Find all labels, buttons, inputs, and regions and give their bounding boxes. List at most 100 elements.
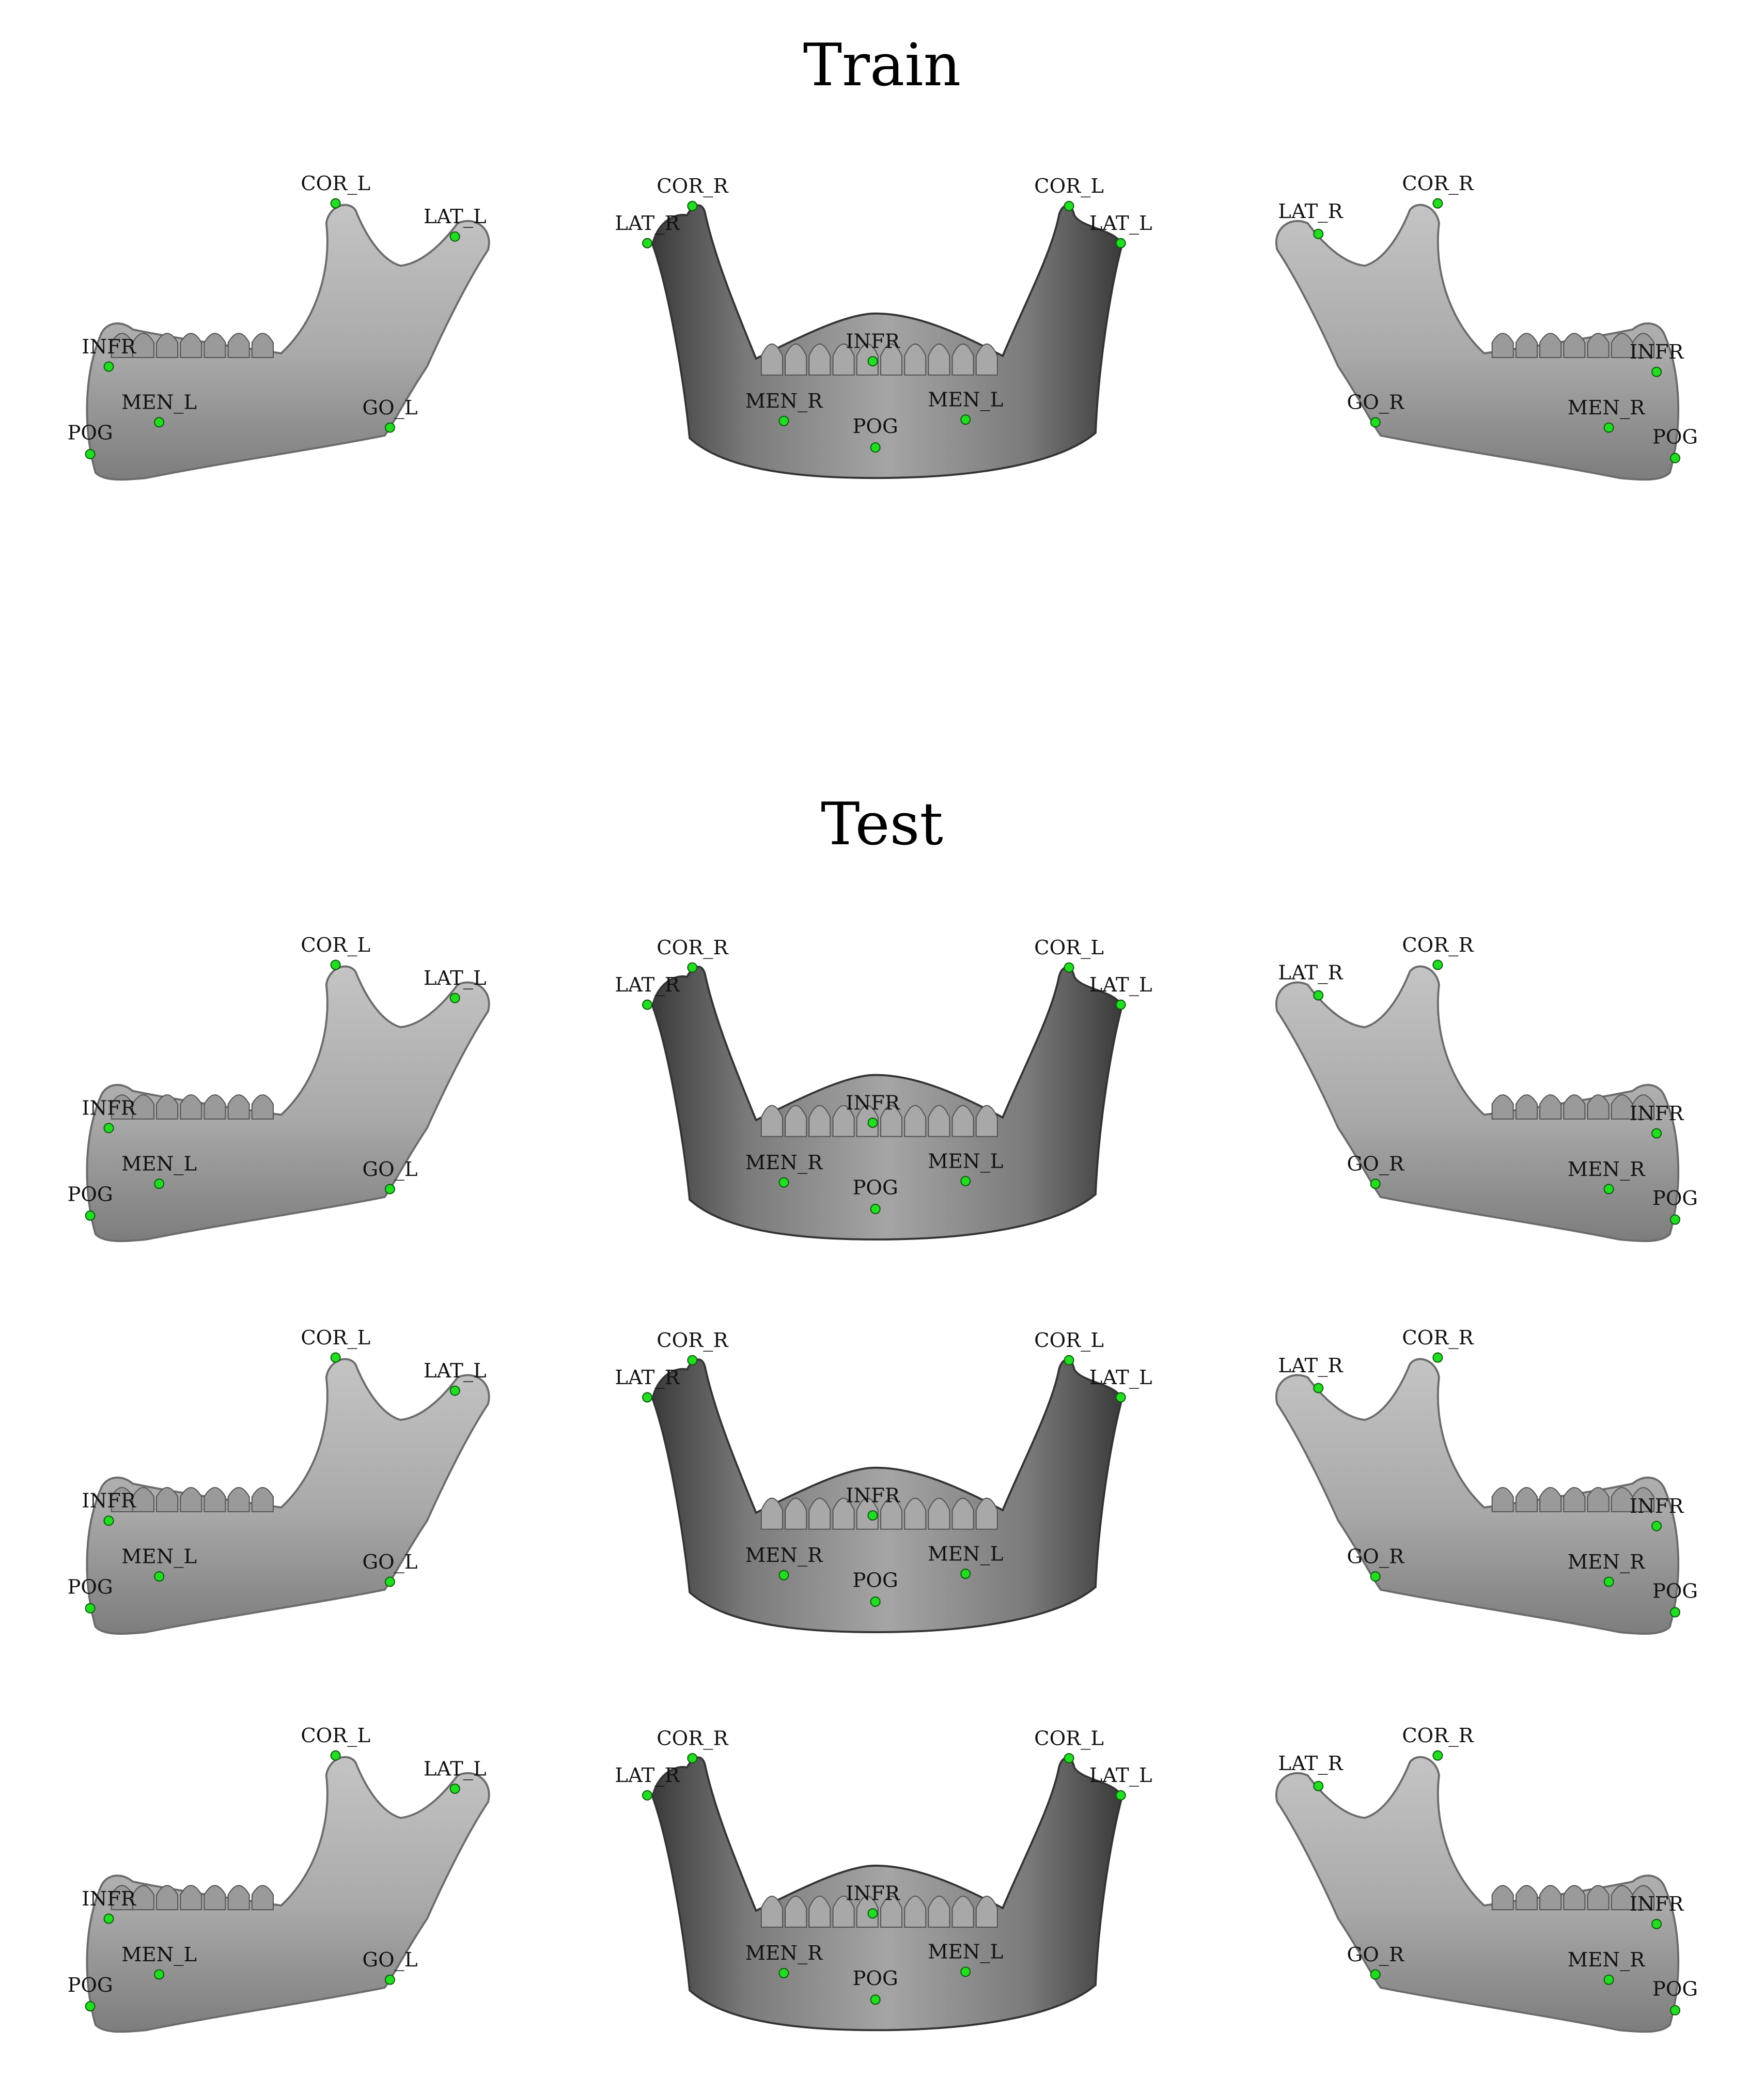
- tooth-shape: [832, 1895, 855, 1928]
- tooth-shape: [1563, 333, 1586, 359]
- landmark-label-men-r: MEN_R: [1568, 1158, 1645, 1181]
- tooth-shape: [227, 1885, 250, 1911]
- landmark-point: [960, 1569, 971, 1579]
- tooth-shape: [1611, 1885, 1633, 1911]
- left-lateral-view: COR_L LAT_L INFR MEN_L POG GO_L: [67, 172, 490, 481]
- tooth-shape: [928, 1895, 950, 1928]
- tooth-shape: [155, 1094, 179, 1120]
- right-lateral-landmarks: COR_R LAT_R INFR GO_R MEN_R POG: [1278, 172, 1698, 463]
- landmark-point: [154, 1179, 165, 1189]
- landmark-label-men-l: MEN_L: [928, 1542, 1003, 1566]
- landmark-point: [642, 238, 653, 249]
- landmark-label-lat-r: LAT_R: [615, 1366, 680, 1389]
- test-title: Test: [821, 790, 943, 858]
- landmark-point: [1432, 959, 1443, 970]
- landmark-label-lat-l: LAT_L: [424, 1359, 487, 1383]
- tooth-shape: [975, 1497, 998, 1530]
- landmark-label-cor-l: COR_L: [1034, 936, 1104, 959]
- landmark-point: [330, 1352, 341, 1363]
- tooth-shape: [251, 333, 274, 359]
- landmark-point: [1313, 1780, 1324, 1791]
- landmark-label-men-r: MEN_R: [745, 390, 823, 413]
- tooth-shape: [132, 333, 154, 359]
- tooth-shape: [904, 1497, 927, 1530]
- landmark-point: [154, 1969, 165, 1980]
- landmark-label-lat-l: LAT_L: [1089, 1366, 1152, 1389]
- landmark-label-infr: INFR: [1630, 1495, 1684, 1518]
- landmark-point: [870, 1596, 881, 1607]
- landmark-label-cor-r: COR_R: [1402, 172, 1474, 195]
- landmark-point: [384, 1974, 395, 1985]
- landmark-point: [1313, 1383, 1324, 1393]
- tooth-shape: [1539, 1487, 1562, 1512]
- tooth-shape: [808, 343, 831, 376]
- landmark-point: [1115, 999, 1126, 1010]
- tooth-shape: [975, 1105, 998, 1137]
- tooth-shape: [880, 1895, 903, 1928]
- right-lateral-landmarks: COR_R LAT_R INFR GO_R MEN_R POG: [1278, 1326, 1698, 1618]
- landmark-point: [1603, 422, 1614, 433]
- landmark-label-pog: POG: [1652, 425, 1698, 448]
- tooth-shape: [760, 1105, 783, 1137]
- landmark-point: [1064, 1753, 1074, 1763]
- tooth-shape: [760, 1497, 783, 1530]
- landmark-point: [449, 1385, 460, 1396]
- tooth-shape: [1515, 1487, 1538, 1512]
- landmark-label-men-r: MEN_R: [745, 1942, 823, 1965]
- tooth-shape: [856, 343, 879, 376]
- tooth-shape: [785, 1895, 807, 1928]
- landmark-point: [687, 962, 698, 973]
- tooth-shape: [251, 1487, 274, 1512]
- landmark-label-men-r: MEN_R: [1568, 396, 1645, 420]
- landmark-label-pog: POG: [67, 1974, 113, 1997]
- tooth-shape: [951, 1895, 974, 1928]
- landmark-point: [960, 1176, 971, 1187]
- landmark-point: [778, 1570, 789, 1580]
- landmark-label-cor-r: COR_R: [1402, 934, 1474, 957]
- tooth-shape: [132, 1487, 154, 1512]
- tooth-shape: [904, 1105, 927, 1137]
- tooth-shape: [251, 1094, 274, 1120]
- row-test-2: COR_L LAT_L INFR MEN_L POG GO_L COR_R COR_L LAT_…: [67, 1326, 1698, 1635]
- tooth-shape: [132, 1094, 154, 1120]
- landmark-point: [384, 422, 395, 433]
- landmark-label-go-l: GO_L: [362, 1948, 417, 1972]
- landmark-point: [1432, 1352, 1443, 1363]
- mandible-shape: [651, 966, 1123, 1241]
- landmark-point: [1115, 1790, 1126, 1801]
- landmark-label-men-l: MEN_L: [121, 1943, 197, 1966]
- tooth-shape: [204, 1094, 226, 1120]
- landmark-label-lat-r: LAT_R: [615, 1764, 680, 1787]
- tooth-shape: [785, 343, 807, 376]
- landmark-label-lat-l: LAT_L: [1089, 212, 1152, 235]
- mandible-shape: [651, 1358, 1123, 1633]
- landmark-label-go-l: GO_L: [362, 1551, 417, 1574]
- landmark-point: [1370, 417, 1381, 428]
- tooth-shape: [760, 1895, 783, 1928]
- tooth-shape: [808, 1895, 831, 1928]
- landmark-point: [1651, 366, 1662, 377]
- tooth-shape: [904, 343, 927, 376]
- landmark-label-men-r: MEN_R: [1568, 1948, 1645, 1972]
- landmark-point: [449, 231, 460, 242]
- landmark-label-infr: INFR: [82, 1490, 136, 1513]
- tooth-shape: [1515, 1885, 1538, 1911]
- landmark-label-pog: POG: [67, 422, 113, 445]
- tooth-shape: [1491, 333, 1514, 359]
- landmark-label-cor-r: COR_R: [657, 1727, 728, 1750]
- landmark-point: [1313, 990, 1324, 1001]
- landmark-label-men-l: MEN_L: [121, 391, 197, 414]
- mandible-shape: [86, 204, 490, 481]
- frontal-view: COR_R COR_L LAT_R LAT_L INFR MEN_R MEN_L POG: [615, 175, 1152, 479]
- right-lateral-view: [1275, 965, 1680, 1242]
- landmark-label-infr: INFR: [82, 335, 136, 359]
- landmark-label-lat-r: LAT_R: [615, 212, 680, 235]
- landmark-point: [1603, 1576, 1614, 1587]
- tooth-shape: [180, 1885, 202, 1911]
- landmark-point: [1064, 200, 1074, 211]
- landmark-label-cor-l: COR_L: [301, 172, 370, 195]
- tooth-shape: [227, 333, 250, 359]
- landmark-point: [1064, 962, 1074, 973]
- left-lateral-view: COR_L LAT_L INFR MEN_L POG GO_L: [67, 1326, 490, 1635]
